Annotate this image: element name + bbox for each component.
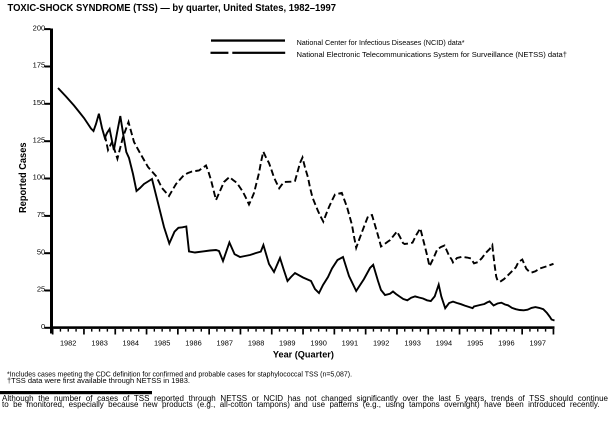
svg-text:1989: 1989 [279,339,296,348]
svg-text:Year (Quarter): Year (Quarter) [273,350,334,360]
svg-text:Reported Cases: Reported Cases [18,142,29,213]
svg-text:25: 25 [37,285,45,294]
svg-text:125: 125 [33,135,46,144]
svg-text:1984: 1984 [123,339,140,348]
svg-text:75: 75 [37,210,45,219]
svg-text:*Includes cases meeting the CD: *Includes cases meeting the CDC definiti… [7,372,352,379]
svg-text:1985: 1985 [154,339,171,348]
svg-text:†TSS data were first available: †TSS data were first available through N… [7,378,190,385]
svg-text:1990: 1990 [310,339,327,348]
svg-text:1993: 1993 [404,339,421,348]
svg-text:1996: 1996 [498,339,515,348]
svg-text:1994: 1994 [436,339,453,348]
svg-text:175: 175 [33,61,46,70]
svg-text:0: 0 [41,322,45,331]
svg-text:1986: 1986 [185,339,202,348]
svg-text:200: 200 [33,23,46,32]
svg-text:1995: 1995 [467,339,484,348]
svg-text:TOXIC-SHOCK SYNDROME (TSS) — b: TOXIC-SHOCK SYNDROME (TSS) — by quarter,… [8,3,337,14]
svg-text:150: 150 [33,98,46,107]
svg-text:1992: 1992 [373,339,390,348]
svg-text:1991: 1991 [342,339,359,348]
svg-text:National Electronic Telecommun: National Electronic Telecommunications S… [297,52,568,59]
svg-text:National Center for Infectious: National Center for Infectious Diseases … [297,40,465,47]
svg-text:1982: 1982 [60,339,77,348]
svg-text:1988: 1988 [248,339,265,348]
svg-text:1997: 1997 [530,339,547,348]
svg-text:1983: 1983 [91,339,108,348]
svg-text:100: 100 [33,173,46,182]
svg-text:50: 50 [37,247,45,256]
svg-text:1987: 1987 [217,339,234,348]
